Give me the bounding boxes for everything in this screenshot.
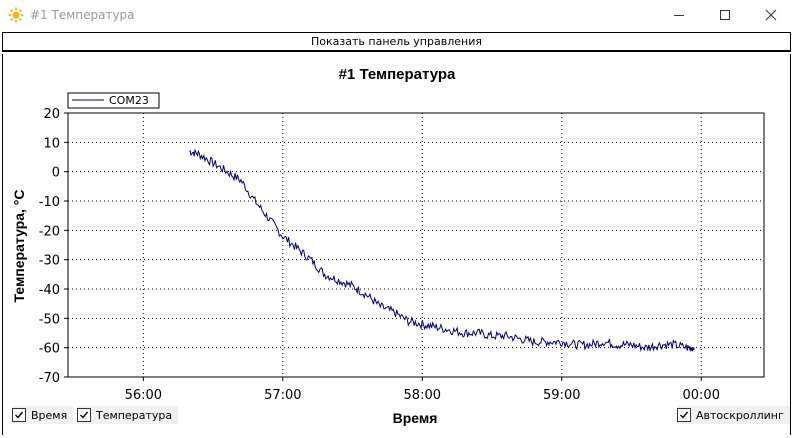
window-title: #1 Температура — [30, 8, 135, 22]
check-icon — [680, 411, 689, 419]
y-axis-label: Температура, °C — [11, 189, 27, 302]
y-tick-label: -30 — [39, 254, 60, 269]
time-checkbox[interactable]: Время — [12, 406, 74, 424]
chart-area — [2, 54, 791, 435]
x-axis-ticks: 56:00 57:00 58:00 59:00 00:00 — [125, 377, 720, 403]
minimize-button[interactable] — [656, 0, 702, 31]
maximize-button[interactable] — [702, 0, 748, 31]
checkbox-box[interactable] — [677, 408, 691, 422]
title-bar[interactable]: #1 Температура — [0, 0, 794, 31]
y-tick-label: -10 — [39, 195, 60, 210]
chart-title: #1 Температура — [339, 66, 456, 83]
y-tick-label: -20 — [39, 224, 60, 239]
x-tick-label: 58:00 — [404, 388, 441, 403]
y-tick-label: 20 — [43, 107, 60, 122]
show-control-panel-button[interactable]: Показать панель управления — [2, 32, 791, 52]
time-checkbox-label: Время — [31, 408, 68, 422]
y-tick-label: -60 — [39, 342, 60, 357]
temperature-checkbox-label: Температура — [96, 408, 173, 422]
y-tick-label: -40 — [39, 283, 60, 298]
x-axis-label: Время — [393, 410, 438, 426]
autoscroll-checkbox[interactable]: Автоскроллинг — [677, 406, 790, 424]
y-tick-label: 10 — [43, 136, 60, 151]
check-icon — [15, 411, 24, 419]
chart-grid — [68, 113, 764, 377]
maximize-icon — [720, 10, 730, 20]
check-icon — [80, 411, 89, 419]
y-tick-label: 0 — [52, 166, 60, 181]
legend-label: COM23 — [109, 94, 149, 107]
x-tick-label: 59:00 — [543, 388, 580, 403]
checkbox-box[interactable] — [12, 408, 26, 422]
plot-frame — [67, 112, 765, 378]
y-tick-label: -50 — [39, 312, 60, 327]
close-icon — [765, 9, 777, 21]
close-button[interactable] — [748, 0, 794, 31]
legend-box — [67, 92, 160, 109]
x-tick-label: 57:00 — [264, 388, 301, 403]
temperature-checkbox[interactable]: Температура — [77, 406, 179, 424]
y-axis-ticks: 20 10 0 -10 -20 -30 -40 -50 -60 -70 — [39, 107, 68, 386]
sun-icon — [8, 7, 24, 23]
minimize-icon — [674, 15, 684, 16]
series-line-com23 — [189, 149, 695, 352]
legend: COM23 — [67, 92, 160, 109]
autoscroll-checkbox-label: Автоскроллинг — [696, 408, 784, 422]
x-tick-label: 00:00 — [683, 388, 720, 403]
y-tick-label: -70 — [39, 371, 60, 386]
checkbox-box[interactable] — [77, 408, 91, 422]
x-tick-label: 56:00 — [125, 388, 162, 403]
